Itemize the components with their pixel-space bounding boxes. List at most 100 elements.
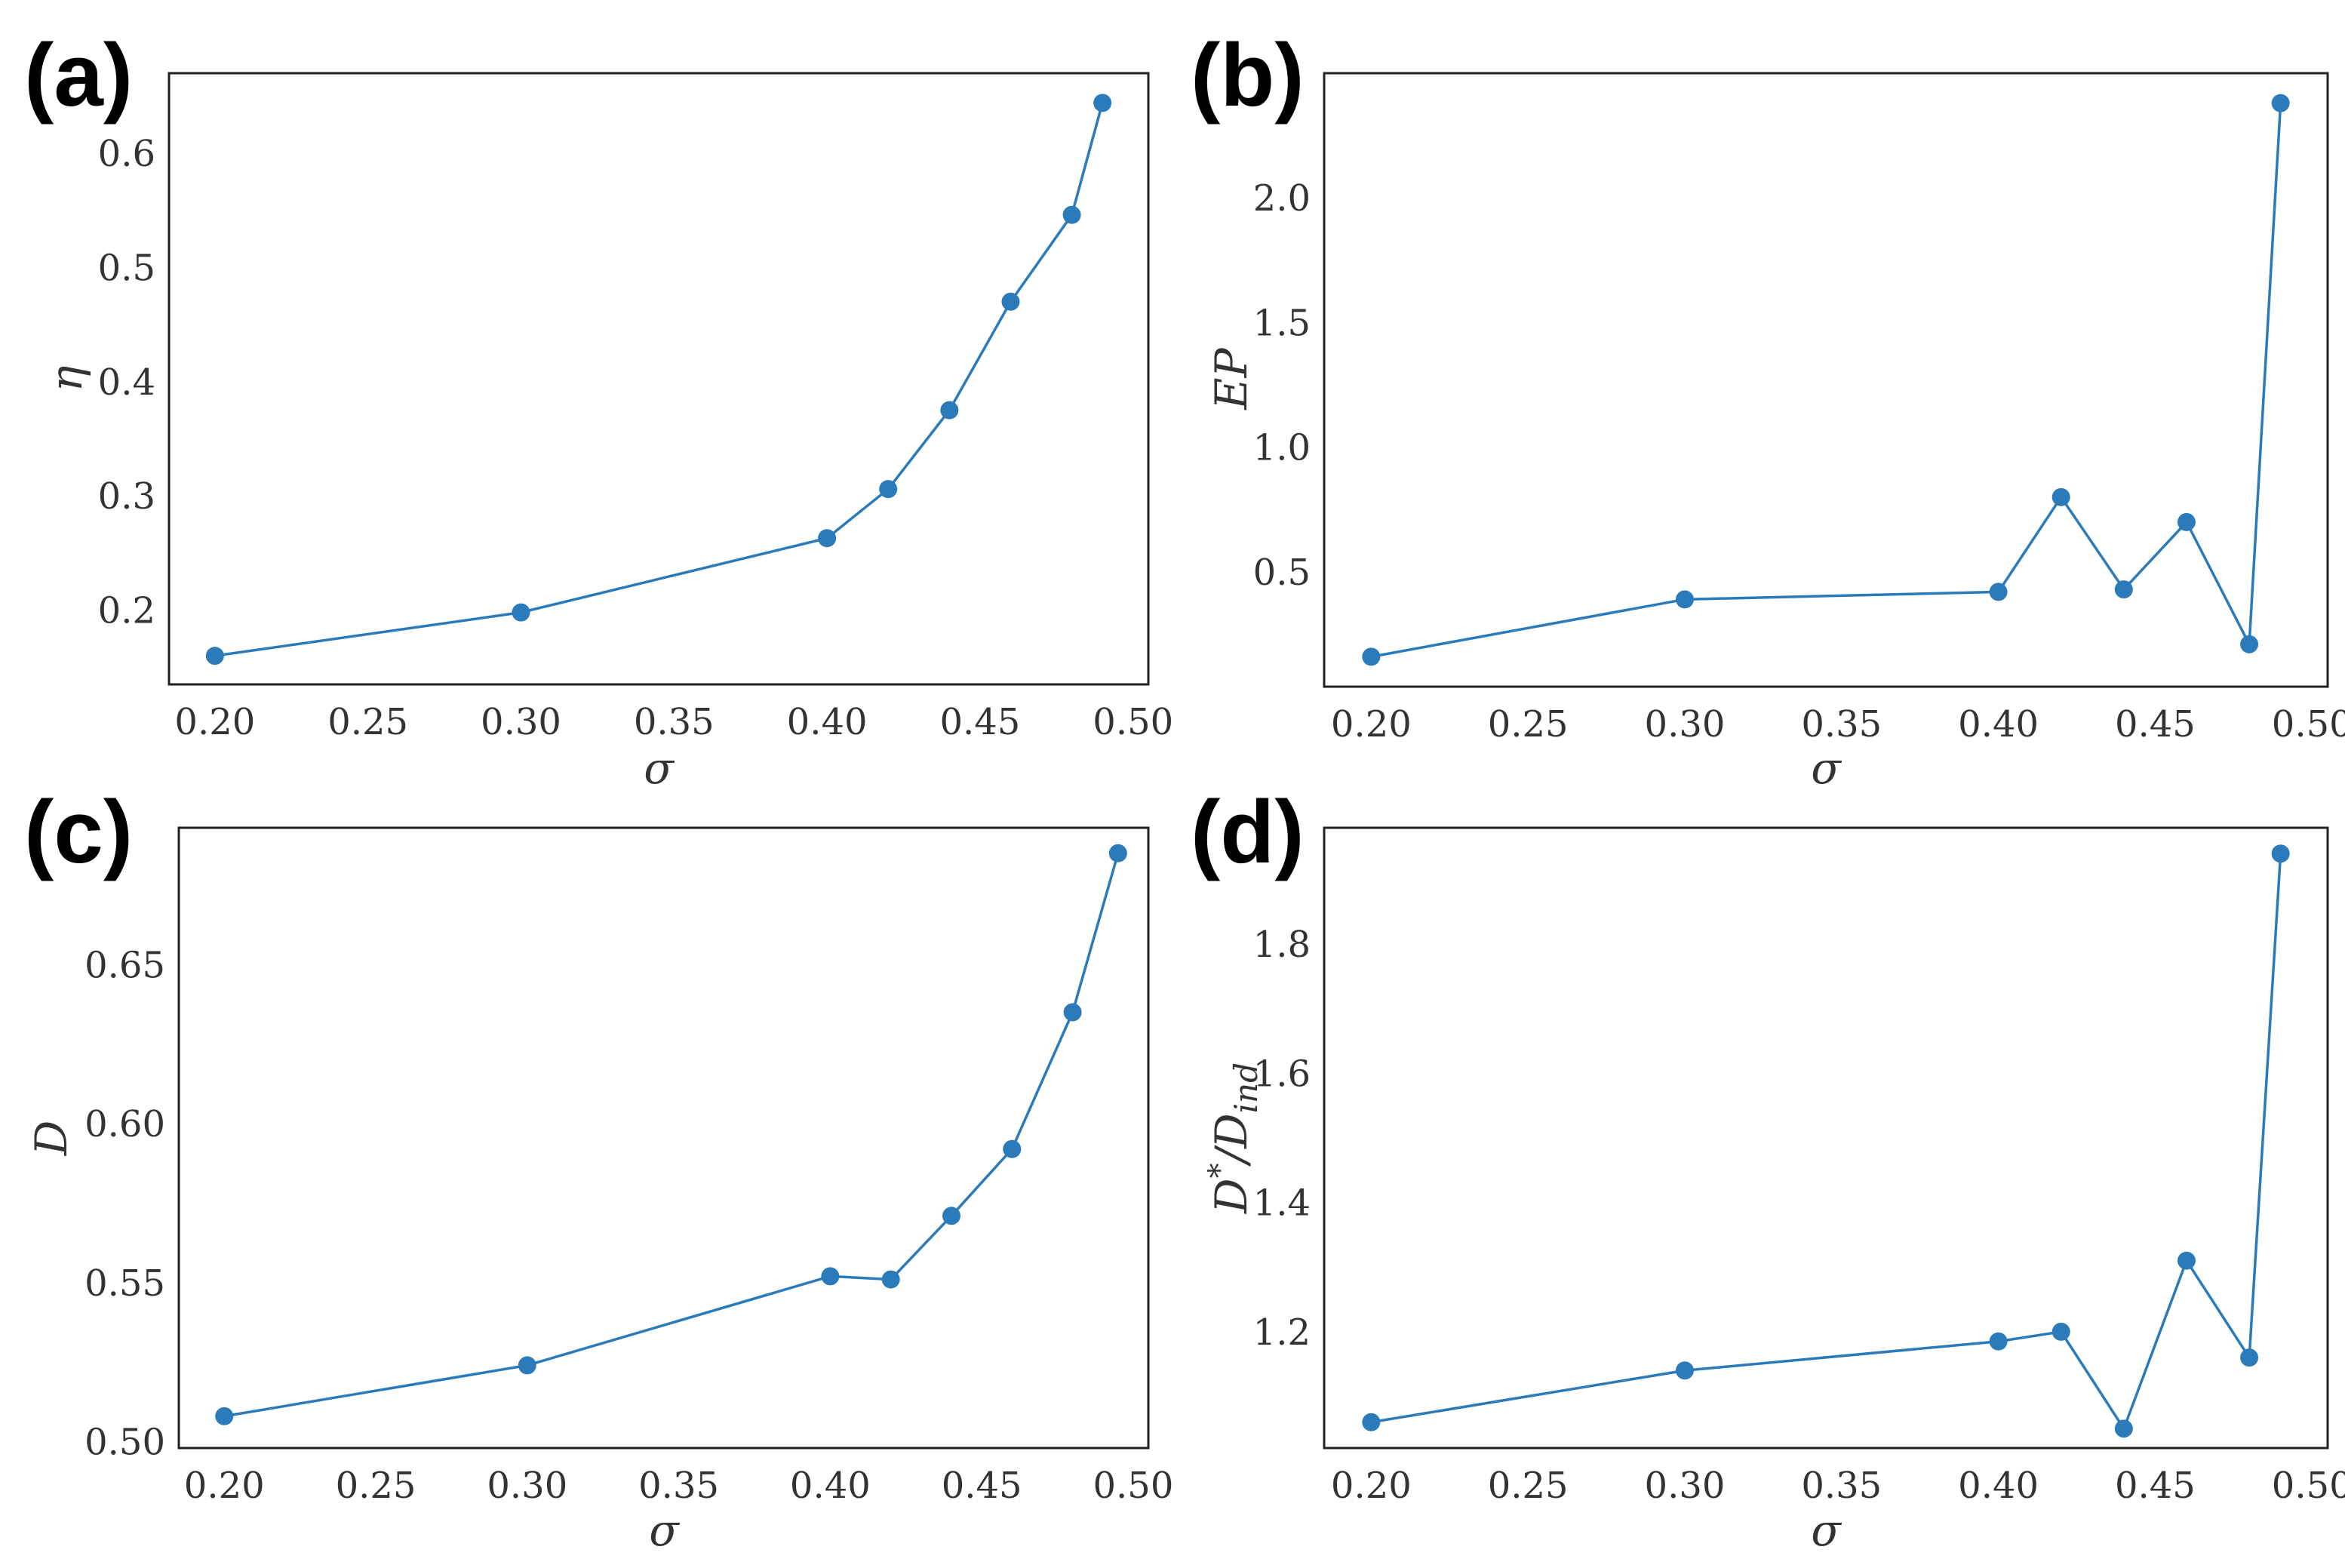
x-tick-label: 0.45 [942,1465,1022,1507]
y-tick-label: 0.2 [98,590,155,632]
plot-frame-a [168,72,1150,686]
data-point [2177,512,2196,531]
panel-label-a: (a) [24,26,133,125]
x-tick-label: 0.35 [634,701,715,743]
data-point [881,1270,900,1289]
y-axis-label-d-mid: /D [1206,1113,1257,1167]
series-line [223,853,1120,1418]
x-axis-label-d: σ [1811,1505,1842,1556]
y-axis-label-d: D*/Dind [1203,1062,1265,1214]
data-point [512,603,530,622]
series-a [205,94,1112,666]
data-point [2240,635,2259,653]
x-tick-label: 0.45 [939,701,1020,743]
data-point [215,1407,234,1425]
series-line [1371,853,2282,1432]
panel-a: (a) 0.20 0.25 0.30 0.35 0.40 0.45 0.50 0.20.30… [24,26,1173,794]
x-tick-labels-a: 0.20 0.25 0.30 0.35 0.40 0.45 0.50 [174,701,1173,743]
x-tick-label: 0.40 [787,701,868,743]
y-tick-label: 1.0 [1253,427,1311,469]
data-point [1093,94,1112,112]
plot-frame-d [1323,826,2329,1450]
data-point [1003,1139,1022,1158]
x-tick-label: 0.25 [1488,1465,1569,1507]
y-tick-label: 0.6 [98,133,155,175]
x-tick-label: 0.40 [1958,1465,2039,1507]
y-axis-label-a: η [41,365,92,392]
y-tick-label: 1.2 [1253,1311,1311,1354]
y-tick-label: 1.8 [1253,924,1311,966]
y-tick-label: 1.6 [1253,1053,1311,1095]
y-tick-labels-b: 0.5 1.0 1.5 2.0 [1253,177,1311,594]
x-tick-label: 0.45 [2115,1465,2196,1507]
y-tick-labels-c: 0.50 0.55 0.60 0.65 [85,944,165,1463]
y-axis-label-d-sup: * [1203,1163,1237,1178]
data-point [1989,1332,2008,1351]
plot-frame-c [177,826,1150,1450]
x-tick-label: 0.25 [1488,703,1569,746]
y-tick-label: 2.0 [1253,177,1311,220]
y-tick-label: 0.3 [98,475,155,518]
data-point [942,1207,960,1225]
y-tick-labels-d: 1.2 1.4 1.6 1.8 [1253,924,1311,1354]
series-line [1371,103,2282,659]
y-axis-label-c: D [26,1121,77,1157]
data-point [1108,844,1127,862]
panel-c: (c) 0.20 0.25 0.30 0.35 0.40 0.45 0.50 0.500.5… [24,782,1173,1556]
data-point [1362,647,1381,666]
x-tick-label: 0.50 [2272,1465,2345,1507]
data-point [1362,1413,1381,1431]
data-point [818,529,837,548]
panel-label-c: (c) [24,782,133,882]
y-tick-label: 1.5 [1253,302,1311,344]
y-tick-label: 0.5 [1253,552,1311,594]
x-tick-label: 0.50 [1093,1465,1173,1507]
x-tick-label: 0.30 [487,1465,567,1507]
series-b [1362,94,2290,666]
data-point [2051,1322,2070,1341]
y-axis-label-d-main: D [1206,1178,1257,1214]
x-tick-label: 0.30 [1645,703,1726,746]
y-axis-label-d-sub: ind [1228,1062,1265,1113]
x-tick-labels-c: 0.20 0.25 0.30 0.35 0.40 0.45 0.50 [184,1465,1174,1507]
x-tick-label: 0.30 [1645,1465,1726,1507]
x-tick-label: 0.20 [1331,703,1412,746]
x-tick-labels-d: 0.20 0.25 0.30 0.35 0.40 0.45 0.50 [1331,1465,2345,1507]
data-point [2177,1251,2196,1270]
data-point [1675,1361,1694,1380]
y-tick-labels-a: 0.2 0.3 0.4 0.5 0.6 [98,133,155,632]
x-tick-label: 0.45 [2115,703,2196,746]
x-tick-label: 0.50 [1093,701,1173,743]
y-tick-label: 0.5 [98,247,155,289]
data-point [1062,205,1081,224]
x-tick-label: 0.35 [1801,703,1882,746]
y-tick-label: 0.60 [85,1103,165,1145]
panel-label-b: (b) [1191,26,1305,125]
data-point [2114,1419,2133,1438]
data-point [2240,1348,2259,1367]
panel-d: (d) 0.20 0.25 0.30 0.35 0.40 0.45 0.50 1.21.41… [1191,782,2345,1556]
x-axis-label-c: σ [649,1505,680,1556]
series-line [214,102,1104,657]
data-point [1989,583,2008,601]
y-tick-label: 1.4 [1253,1182,1311,1225]
y-tick-label: 0.50 [85,1422,165,1464]
data-point [518,1356,536,1375]
data-point [1001,292,1020,311]
panel-label-d: (d) [1191,782,1305,882]
data-point [1063,1003,1082,1022]
x-tick-label: 0.30 [481,701,561,743]
x-tick-label: 0.20 [184,1465,265,1507]
x-tick-label: 0.20 [1331,1465,1412,1507]
x-tick-label: 0.40 [1958,703,2039,746]
data-point [1675,590,1694,609]
data-point [821,1267,840,1286]
data-point [2114,580,2133,599]
y-tick-label: 0.4 [98,361,155,404]
panel-b: (b) 0.20 0.25 0.30 0.35 0.40 0.45 0.50 0.5 1.0 1… [1191,26,2345,794]
plot-frame-b [1323,72,2329,688]
data-point [940,401,959,420]
y-tick-label: 0.65 [85,944,165,986]
data-point [879,480,898,499]
